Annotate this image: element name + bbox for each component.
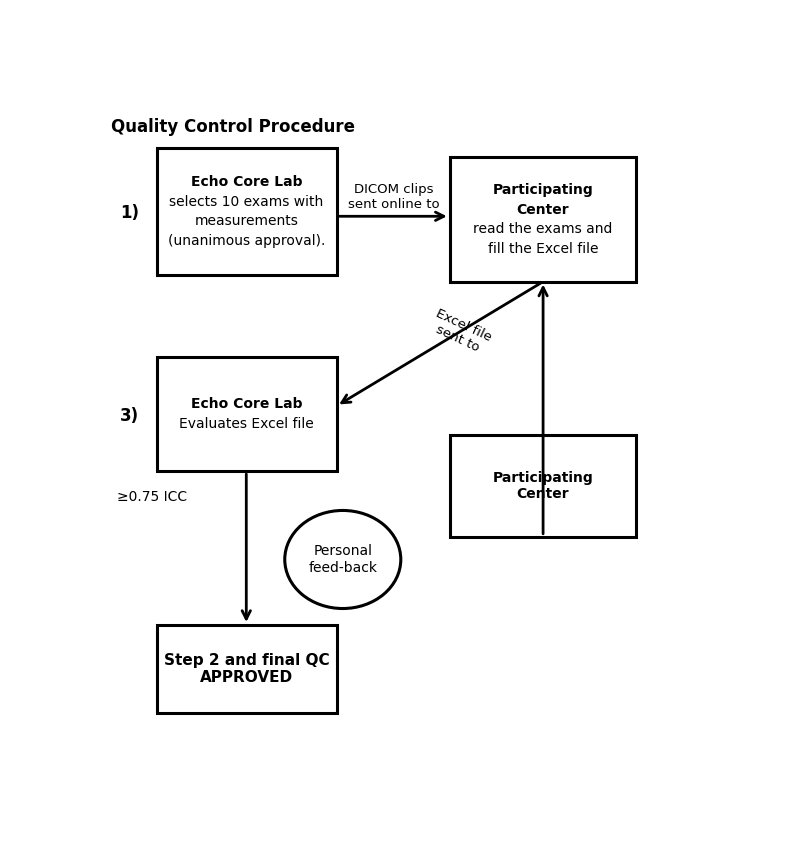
Text: read the exams and: read the exams and xyxy=(473,222,612,236)
Text: Center: Center xyxy=(516,203,569,216)
FancyBboxPatch shape xyxy=(450,436,636,537)
Text: Personal
feed-back: Personal feed-back xyxy=(308,544,377,575)
FancyBboxPatch shape xyxy=(157,148,336,275)
Ellipse shape xyxy=(284,510,401,609)
Text: 3): 3) xyxy=(120,407,139,424)
Text: Step 2 and final QC
APPROVED: Step 2 and final QC APPROVED xyxy=(164,653,329,685)
Text: Quality Control Procedure: Quality Control Procedure xyxy=(110,118,355,136)
Text: DICOM clips
sent online to: DICOM clips sent online to xyxy=(348,183,439,211)
Text: fill the Excel file: fill the Excel file xyxy=(488,242,598,256)
FancyBboxPatch shape xyxy=(157,357,336,471)
Text: (unanimous approval).: (unanimous approval). xyxy=(168,233,325,248)
Text: selects 10 exams with: selects 10 exams with xyxy=(169,194,324,209)
Text: Excel file
sent to: Excel file sent to xyxy=(428,306,494,357)
Text: Echo Core Lab: Echo Core Lab xyxy=(191,397,303,411)
Text: measurements: measurements xyxy=(195,214,299,228)
Text: Participating: Participating xyxy=(492,183,593,197)
Text: Evaluates Excel file: Evaluates Excel file xyxy=(179,417,314,430)
FancyBboxPatch shape xyxy=(157,625,336,713)
Text: Participating
Center: Participating Center xyxy=(492,471,593,501)
Text: 1): 1) xyxy=(120,204,139,222)
Text: ≥0.75 ICC: ≥0.75 ICC xyxy=(117,491,187,504)
Text: Echo Core Lab: Echo Core Lab xyxy=(191,175,303,189)
FancyBboxPatch shape xyxy=(450,157,636,282)
